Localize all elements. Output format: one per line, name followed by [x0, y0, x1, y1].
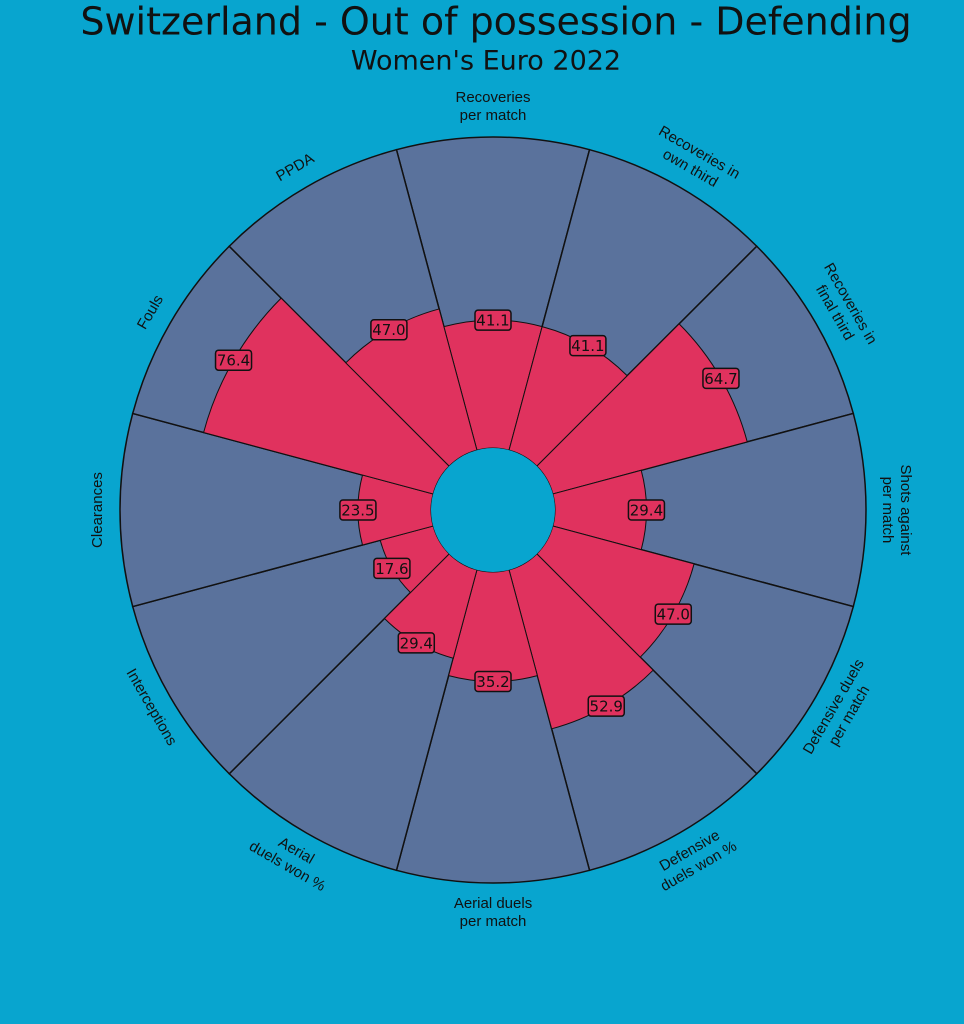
value-label-box	[587, 695, 626, 717]
value-label-box	[370, 318, 408, 341]
value-label: 17.6	[375, 560, 408, 578]
value-label: 52.9	[590, 698, 623, 716]
value-label: 76.4	[217, 352, 250, 370]
value-label: 41.1	[476, 312, 509, 330]
category-label-line: PPDA	[273, 150, 317, 185]
value-label: 29.4	[630, 502, 663, 520]
value-label: 23.5	[341, 502, 374, 520]
value-label: 64.7	[704, 370, 737, 388]
value-label-box	[569, 334, 607, 357]
value-label-box	[397, 632, 436, 654]
value-label-box	[474, 670, 512, 693]
value-label: 41.1	[571, 337, 604, 355]
category-label: Fouls	[134, 292, 167, 332]
category-label-line: Recoveries	[455, 89, 530, 106]
center-hole	[431, 448, 555, 572]
value-label: 29.4	[400, 634, 433, 652]
category-label: PPDA	[273, 150, 317, 185]
value-label: 35.2	[476, 673, 509, 691]
value-label-box	[214, 349, 253, 371]
value-label-box	[654, 603, 693, 625]
category-label-line: Clearances	[89, 472, 106, 548]
category-label-line: Aerial duels	[454, 895, 532, 912]
value-label: 47.0	[657, 606, 690, 624]
value-label-box	[474, 309, 512, 331]
category-label-line: Shots against	[897, 465, 914, 557]
value-label-box	[373, 557, 411, 580]
value-label-box	[627, 499, 666, 521]
category-label-line: per match	[460, 107, 527, 124]
value-label: 47.0	[372, 321, 405, 339]
category-label-line: per match	[879, 477, 896, 544]
chart-title: Switzerland - Out of possession - Defend…	[80, 0, 911, 44]
value-label-box	[702, 367, 740, 390]
value-label-box	[339, 499, 377, 521]
category-label: Clearances	[89, 472, 106, 548]
chart-subtitle: Women's Euro 2022	[351, 46, 621, 77]
category-label-line: Fouls	[134, 292, 167, 332]
category-label-line: per match	[460, 913, 527, 930]
